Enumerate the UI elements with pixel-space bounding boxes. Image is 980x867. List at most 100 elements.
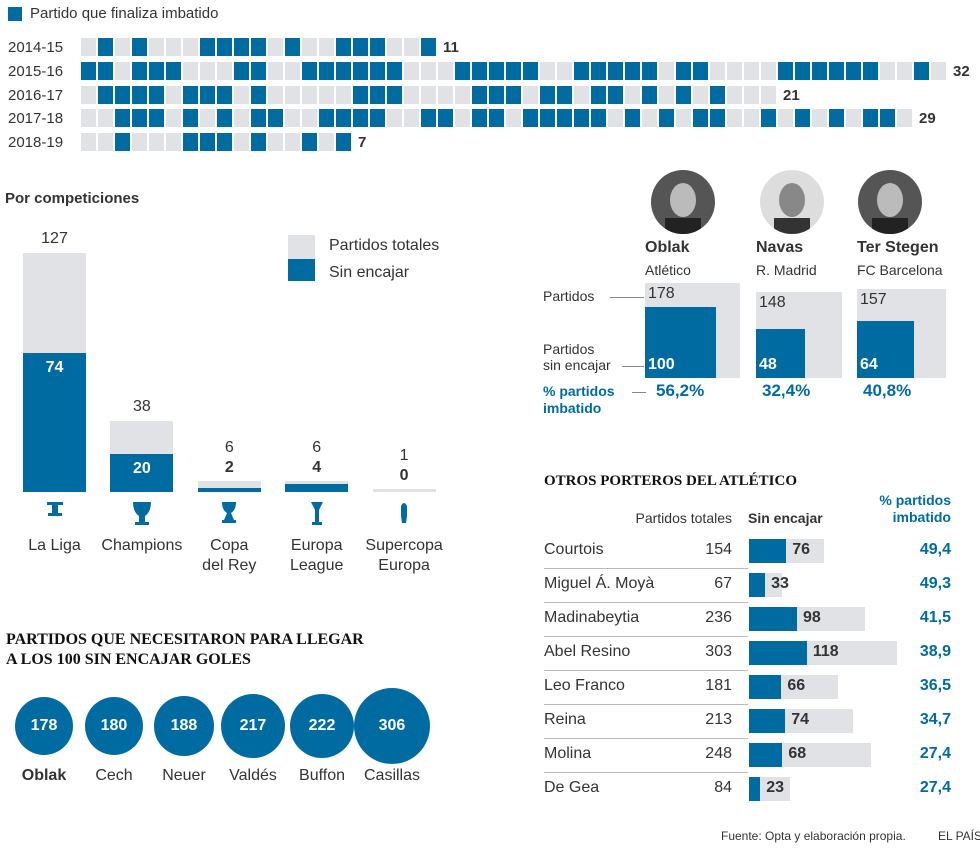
match-clean-sheet bbox=[353, 86, 368, 104]
match-clean-sheet bbox=[149, 109, 164, 127]
bar-clean bbox=[749, 607, 798, 631]
match-clean-sheet bbox=[251, 38, 266, 56]
match-clean-sheet bbox=[489, 86, 504, 104]
match-clean-sheet bbox=[591, 62, 606, 80]
keeper-photo bbox=[651, 170, 715, 234]
label-pct-1: % partidos bbox=[543, 383, 615, 399]
bar-clean bbox=[110, 454, 174, 492]
match-clean-sheet bbox=[166, 62, 181, 80]
match-clean-sheet bbox=[302, 133, 317, 151]
match-clean-sheet bbox=[132, 38, 147, 56]
match-conceded bbox=[200, 109, 215, 127]
total-games: 154 bbox=[705, 541, 732, 558]
match-conceded bbox=[217, 62, 232, 80]
match-conceded bbox=[319, 133, 334, 151]
match-clean-sheet bbox=[863, 62, 878, 80]
match-clean-sheet bbox=[642, 62, 657, 80]
match-conceded bbox=[387, 38, 402, 56]
match-clean-sheet bbox=[200, 133, 215, 151]
match-conceded bbox=[319, 38, 334, 56]
row-divider bbox=[544, 738, 748, 739]
match-conceded bbox=[166, 109, 181, 127]
games-circle: 217 bbox=[220, 693, 285, 758]
match-clean-sheet bbox=[251, 62, 266, 80]
keeper-name: Molina bbox=[544, 745, 592, 762]
bar-clean bbox=[749, 743, 783, 767]
match-clean-sheet bbox=[574, 62, 589, 80]
match-clean-sheet bbox=[676, 62, 691, 80]
match-clean-sheet bbox=[353, 38, 368, 56]
clean-value: 118 bbox=[812, 643, 839, 660]
bar-total-label: 127 bbox=[41, 230, 68, 248]
match-clean-sheet bbox=[914, 62, 929, 80]
match-clean-sheet bbox=[472, 86, 487, 104]
bar-total-label: 38 bbox=[132, 397, 151, 415]
bar-clean bbox=[23, 352, 86, 492]
bar-clean-label: 0 bbox=[399, 467, 409, 484]
match-clean-sheet bbox=[795, 62, 810, 80]
match-conceded bbox=[302, 38, 317, 56]
match-clean-sheet bbox=[217, 86, 232, 104]
match-clean-sheet bbox=[115, 86, 130, 104]
match-clean-sheet bbox=[846, 62, 861, 80]
legend-swatch-clean-sheet bbox=[8, 7, 22, 21]
bar-clean-label: 2 bbox=[224, 458, 234, 476]
season-label: 2016-17 bbox=[8, 87, 64, 104]
match-clean-sheet bbox=[540, 86, 555, 104]
others-title: OTROS PORTEROS DEL ATLÉTICO bbox=[544, 473, 798, 489]
hundred-title-line1: PARTIDOS QUE NECESITARON PARA LLEGAR bbox=[6, 631, 364, 648]
match-clean-sheet bbox=[421, 38, 436, 56]
match-conceded bbox=[727, 86, 742, 104]
match-clean-sheet bbox=[438, 109, 453, 127]
match-clean-sheet bbox=[608, 62, 623, 80]
match-clean-sheet bbox=[251, 133, 266, 151]
match-clean-sheet bbox=[506, 86, 521, 104]
match-conceded bbox=[761, 86, 776, 104]
match-conceded bbox=[285, 133, 300, 151]
match-conceded bbox=[81, 133, 96, 151]
match-clean-sheet bbox=[710, 109, 725, 127]
bar-clean bbox=[749, 539, 787, 563]
games-circle: 222 bbox=[289, 693, 355, 759]
match-clean-sheet bbox=[319, 109, 334, 127]
match-clean-sheet bbox=[625, 62, 640, 80]
total-games: 67 bbox=[714, 575, 732, 592]
legend-label: Partido que finaliza imbatido bbox=[30, 5, 219, 22]
keeper-name: Cech bbox=[95, 767, 133, 784]
match-conceded bbox=[642, 109, 657, 127]
match-clean-sheet bbox=[472, 109, 487, 127]
keeper-name: Oblak bbox=[645, 239, 690, 256]
match-clean-sheet bbox=[183, 86, 198, 104]
match-conceded bbox=[455, 86, 470, 104]
match-conceded bbox=[132, 133, 147, 151]
match-clean-sheet bbox=[693, 62, 708, 80]
category-label: League bbox=[289, 557, 344, 574]
bar-clean bbox=[749, 573, 766, 597]
match-clean-sheet bbox=[761, 109, 776, 127]
champions-trophy-icon bbox=[130, 500, 154, 528]
bar-clean bbox=[749, 777, 761, 801]
match-clean-sheet bbox=[370, 38, 385, 56]
row-divider bbox=[544, 670, 748, 671]
match-clean-sheet bbox=[132, 62, 147, 80]
keeper-name: Buffon bbox=[299, 767, 345, 784]
match-conceded bbox=[455, 109, 470, 127]
match-clean-sheet bbox=[421, 109, 436, 127]
match-clean-sheet bbox=[829, 62, 844, 80]
match-conceded bbox=[540, 62, 555, 80]
pct-value: 34,7 bbox=[919, 711, 951, 728]
match-clean-sheet bbox=[251, 109, 266, 127]
clean-value: 66 bbox=[787, 677, 806, 694]
match-clean-sheet bbox=[812, 62, 827, 80]
match-clean-sheet bbox=[285, 38, 300, 56]
match-clean-sheet bbox=[523, 62, 538, 80]
row-divider bbox=[544, 704, 748, 705]
keeper-name: Miguel Á. Moyà bbox=[544, 575, 655, 592]
keeper-name: Oblak bbox=[21, 767, 67, 784]
match-clean-sheet bbox=[540, 109, 555, 127]
match-clean-sheet bbox=[336, 109, 351, 127]
match-conceded bbox=[404, 38, 419, 56]
match-clean-sheet bbox=[472, 62, 487, 80]
total-value: 148 bbox=[759, 293, 786, 311]
